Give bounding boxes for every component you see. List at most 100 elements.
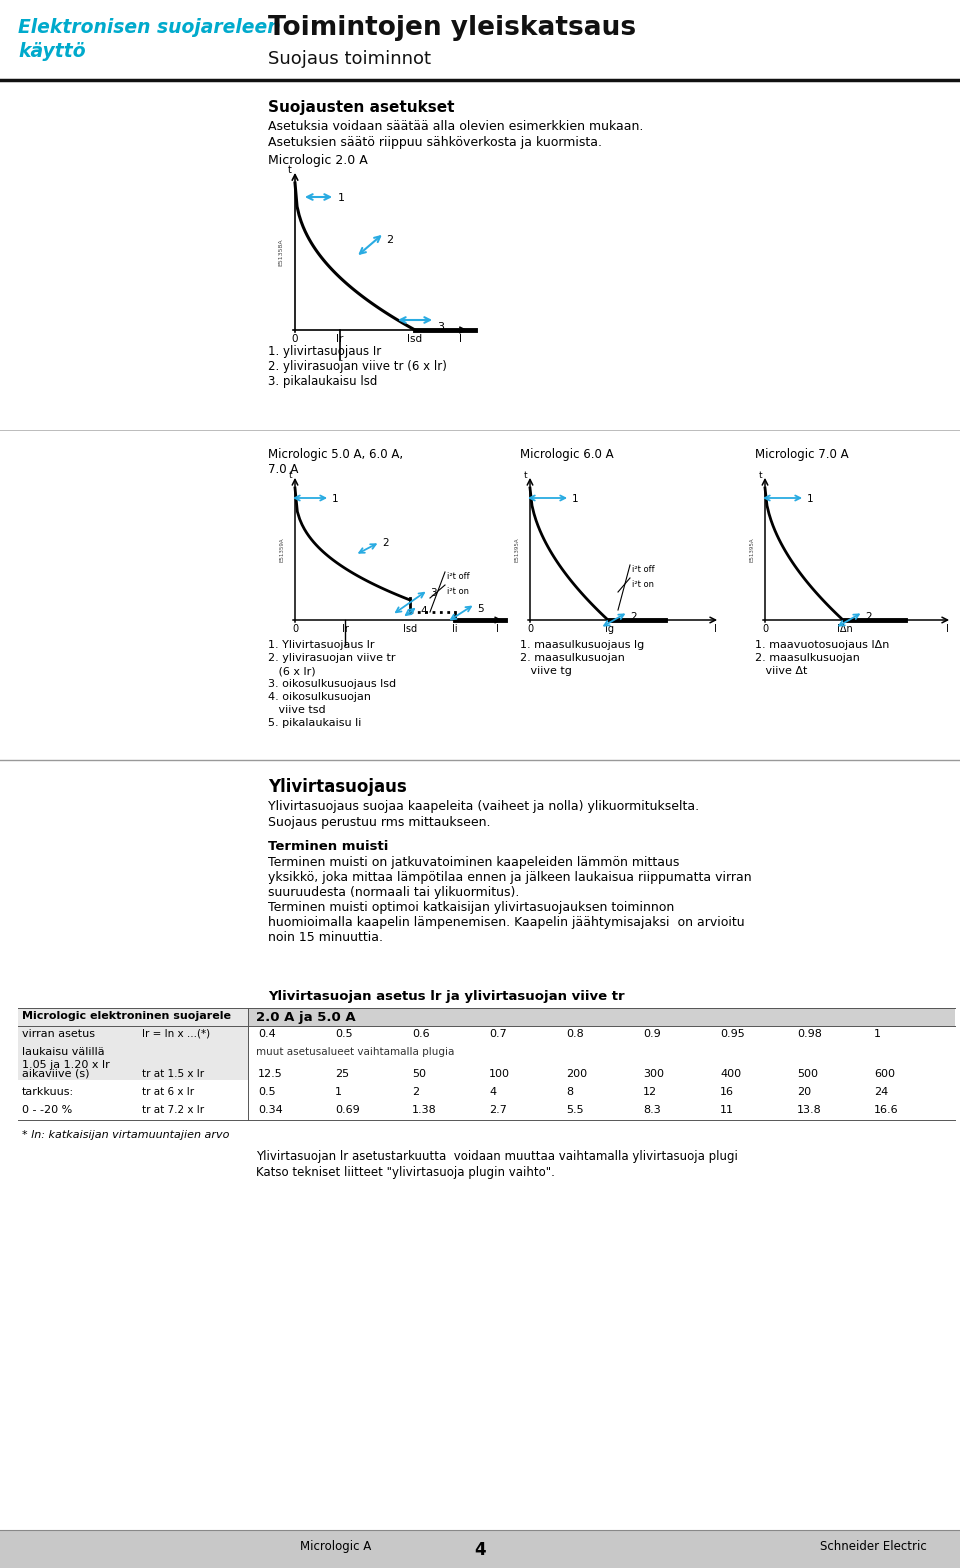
Text: tr at 6 x lr: tr at 6 x lr bbox=[142, 1087, 194, 1098]
Text: Micrologic elektroninen suojarele: Micrologic elektroninen suojarele bbox=[22, 1011, 231, 1021]
Text: 5.5: 5.5 bbox=[566, 1105, 584, 1115]
Text: 0: 0 bbox=[292, 624, 298, 633]
Text: E51395A: E51395A bbox=[515, 538, 519, 563]
Text: 2: 2 bbox=[412, 1087, 420, 1098]
Text: 0.34: 0.34 bbox=[258, 1105, 283, 1115]
Text: IΔn: IΔn bbox=[837, 624, 852, 633]
Text: 4: 4 bbox=[474, 1541, 486, 1559]
Text: 300: 300 bbox=[643, 1069, 664, 1079]
Text: 0.7: 0.7 bbox=[489, 1029, 507, 1040]
Text: Asetuksien säätö riippuu sähköverkosta ja kuormista.: Asetuksien säätö riippuu sähköverkosta j… bbox=[268, 136, 602, 149]
Text: Isd: Isd bbox=[403, 624, 417, 633]
Text: viive Δt: viive Δt bbox=[755, 666, 807, 676]
Text: 12: 12 bbox=[643, 1087, 658, 1098]
Text: Micrologic 7.0 A: Micrologic 7.0 A bbox=[755, 448, 849, 461]
Text: 2: 2 bbox=[865, 612, 872, 622]
Text: 0: 0 bbox=[292, 334, 299, 343]
Text: 16.6: 16.6 bbox=[874, 1105, 899, 1115]
Text: I: I bbox=[495, 624, 498, 633]
Text: E51395A: E51395A bbox=[750, 538, 755, 563]
Text: 400: 400 bbox=[720, 1069, 741, 1079]
Text: 1.05 ja 1.20 x lr: 1.05 ja 1.20 x lr bbox=[22, 1060, 109, 1069]
Text: 8: 8 bbox=[566, 1087, 573, 1098]
Text: Ir: Ir bbox=[336, 334, 344, 343]
Text: 2. maasulkusuojan: 2. maasulkusuojan bbox=[755, 652, 860, 663]
Text: t: t bbox=[758, 470, 762, 480]
Text: 50: 50 bbox=[412, 1069, 426, 1079]
Text: 1. ylivirtasuojaus Ir: 1. ylivirtasuojaus Ir bbox=[268, 345, 381, 358]
Text: 4. oikosulkusuojan: 4. oikosulkusuojan bbox=[268, 691, 371, 702]
Text: Asetuksia voidaan säätää alla olevien esimerkkien mukaan.: Asetuksia voidaan säätää alla olevien es… bbox=[268, 121, 643, 133]
Text: 1. maasulkusuojaus lg: 1. maasulkusuojaus lg bbox=[520, 640, 644, 651]
Text: Micrologic 5.0 A, 6.0 A,
7.0 A: Micrologic 5.0 A, 6.0 A, 7.0 A bbox=[268, 448, 403, 477]
Text: 2.7: 2.7 bbox=[489, 1105, 507, 1115]
Text: 0.95: 0.95 bbox=[720, 1029, 745, 1040]
Text: noin 15 minuuttia.: noin 15 minuuttia. bbox=[268, 931, 383, 944]
Text: lr = ln x ...(*): lr = ln x ...(*) bbox=[142, 1029, 210, 1040]
Text: 2: 2 bbox=[382, 538, 389, 547]
Text: 0.9: 0.9 bbox=[643, 1029, 660, 1040]
Text: 2: 2 bbox=[386, 235, 394, 245]
Text: E51358A: E51358A bbox=[278, 238, 283, 267]
Text: 2: 2 bbox=[630, 612, 636, 622]
Text: * ln: katkaisijan virtamuuntajien arvo: * ln: katkaisijan virtamuuntajien arvo bbox=[22, 1131, 229, 1140]
Text: 1. Ylivirtasuojaus lr: 1. Ylivirtasuojaus lr bbox=[268, 640, 374, 651]
Text: tarkkuus:: tarkkuus: bbox=[22, 1087, 74, 1098]
Text: Suojaus toiminnot: Suojaus toiminnot bbox=[268, 50, 431, 67]
Text: 1.38: 1.38 bbox=[412, 1105, 437, 1115]
Text: 600: 600 bbox=[874, 1069, 895, 1079]
Text: I: I bbox=[713, 624, 716, 633]
Text: 4: 4 bbox=[489, 1087, 496, 1098]
Text: 1: 1 bbox=[335, 1087, 342, 1098]
Text: 3: 3 bbox=[437, 321, 444, 332]
Text: tr at 7.2 x lr: tr at 7.2 x lr bbox=[142, 1105, 204, 1115]
Text: 13.8: 13.8 bbox=[797, 1105, 822, 1115]
Text: 5. pikalaukaisu li: 5. pikalaukaisu li bbox=[268, 718, 361, 728]
Text: i²t off: i²t off bbox=[632, 564, 655, 574]
Text: laukaisu välillä: laukaisu välillä bbox=[22, 1047, 105, 1057]
Text: Micrologic 2.0 A: Micrologic 2.0 A bbox=[268, 154, 368, 168]
Text: 25: 25 bbox=[335, 1069, 349, 1079]
Text: Micrologic A: Micrologic A bbox=[300, 1540, 372, 1552]
Text: 1: 1 bbox=[572, 494, 579, 503]
Text: suuruudesta (normaali tai ylikuormitus).: suuruudesta (normaali tai ylikuormitus). bbox=[268, 886, 519, 898]
Text: t: t bbox=[288, 470, 292, 480]
Text: Katso tekniset liitteet "ylivirtasuoja plugin vaihto".: Katso tekniset liitteet "ylivirtasuoja p… bbox=[256, 1167, 555, 1179]
Text: viive tg: viive tg bbox=[520, 666, 572, 676]
Text: 4: 4 bbox=[420, 605, 426, 616]
Text: aikaviive (s): aikaviive (s) bbox=[22, 1069, 89, 1079]
Text: 2.0 A ja 5.0 A: 2.0 A ja 5.0 A bbox=[256, 1011, 355, 1024]
Text: Suojausten asetukset: Suojausten asetukset bbox=[268, 100, 454, 114]
Text: 2. maasulkusuojan: 2. maasulkusuojan bbox=[520, 652, 625, 663]
Text: Ig: Ig bbox=[606, 624, 614, 633]
Text: Schneider Electric: Schneider Electric bbox=[820, 1540, 926, 1552]
Text: i²t on: i²t on bbox=[447, 586, 469, 596]
Text: i²t on: i²t on bbox=[632, 580, 654, 590]
Text: 3. pikalaukaisu lsd: 3. pikalaukaisu lsd bbox=[268, 375, 377, 387]
Text: E51359A: E51359A bbox=[279, 538, 284, 563]
Text: 0.6: 0.6 bbox=[412, 1029, 430, 1040]
Text: 0: 0 bbox=[527, 624, 533, 633]
Text: Terminen muisti optimoi katkaisijan ylivirtasuojauksen toiminnon: Terminen muisti optimoi katkaisijan yliv… bbox=[268, 902, 674, 914]
Text: 3. oikosulkusuojaus lsd: 3. oikosulkusuojaus lsd bbox=[268, 679, 396, 688]
Text: tr at 1.5 x lr: tr at 1.5 x lr bbox=[142, 1069, 204, 1079]
Text: viive tsd: viive tsd bbox=[268, 706, 325, 715]
Text: käyttö: käyttö bbox=[18, 42, 85, 61]
Text: 100: 100 bbox=[489, 1069, 510, 1079]
Text: 1: 1 bbox=[332, 494, 339, 503]
Text: Isd: Isd bbox=[407, 334, 422, 343]
Text: t: t bbox=[288, 165, 292, 176]
Text: Ylivirtasuojaus: Ylivirtasuojaus bbox=[268, 778, 407, 797]
Text: 500: 500 bbox=[797, 1069, 818, 1079]
Text: Terminen muisti on jatkuvatoiminen kaapeleiden lämmön mittaus: Terminen muisti on jatkuvatoiminen kaape… bbox=[268, 856, 680, 869]
Text: 11: 11 bbox=[720, 1105, 734, 1115]
Text: Terminen muisti: Terminen muisti bbox=[268, 840, 389, 853]
Text: (6 x lr): (6 x lr) bbox=[268, 666, 316, 676]
Text: I: I bbox=[946, 624, 948, 633]
Text: 12.5: 12.5 bbox=[258, 1069, 283, 1079]
Text: 5: 5 bbox=[477, 604, 484, 615]
Text: 1: 1 bbox=[874, 1029, 881, 1040]
Text: huomioimalla kaapelin lämpenemisen. Kaapelin jäähtymisajaksi  on arvioitu: huomioimalla kaapelin lämpenemisen. Kaap… bbox=[268, 916, 745, 928]
Text: 3: 3 bbox=[430, 588, 437, 597]
Text: 0.5: 0.5 bbox=[258, 1087, 276, 1098]
